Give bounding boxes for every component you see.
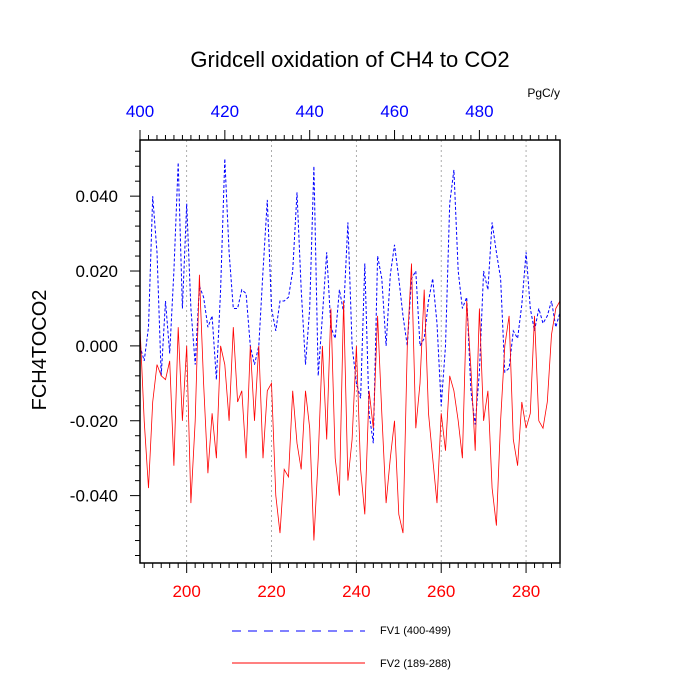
axes: 200 220 240 260 280 400 420 440 460 480 0.040 0.020… bbox=[70, 102, 561, 601]
y-tick-label-0.040: 0.040 bbox=[75, 187, 118, 206]
series-layer bbox=[139, 158, 561, 541]
y-tick-label--0.040: -0.040 bbox=[70, 487, 118, 506]
bottom-tick-label-280: 280 bbox=[512, 582, 540, 601]
bottom-tick-label-240: 240 bbox=[342, 582, 370, 601]
series-line-fv1 bbox=[139, 158, 561, 444]
top-tick-label-480: 480 bbox=[465, 102, 493, 121]
bottom-tick-label-260: 260 bbox=[427, 582, 455, 601]
series-line-fv2 bbox=[139, 263, 561, 541]
legend: FV1 (400-499) FV2 (189-288) bbox=[232, 625, 451, 670]
series-fv2 bbox=[139, 263, 561, 541]
top-tick-label-420: 420 bbox=[211, 102, 239, 121]
top-tick-label-440: 440 bbox=[296, 102, 324, 121]
y-tick-label-0.020: 0.020 bbox=[75, 262, 118, 281]
chart-title: Gridcell oxidation of CH4 to CO2 bbox=[190, 47, 509, 72]
top-tick-label-460: 460 bbox=[380, 102, 408, 121]
legend-label-fv2: FV2 (189-288) bbox=[380, 658, 451, 670]
top-tick-label-400: 400 bbox=[126, 102, 154, 121]
series-fv1 bbox=[139, 158, 561, 444]
y-tick-label--0.020: -0.020 bbox=[70, 412, 118, 431]
legend-label-fv1: FV1 (400-499) bbox=[380, 625, 451, 637]
y-axis-label: FCH4TOCO2 bbox=[29, 290, 51, 411]
bottom-tick-label-200: 200 bbox=[172, 582, 200, 601]
y-tick-label-0.000: 0.000 bbox=[75, 337, 118, 356]
bottom-tick-label-220: 220 bbox=[257, 582, 285, 601]
units-label: PgC/y bbox=[527, 86, 560, 100]
plot-frame bbox=[139, 139, 561, 564]
